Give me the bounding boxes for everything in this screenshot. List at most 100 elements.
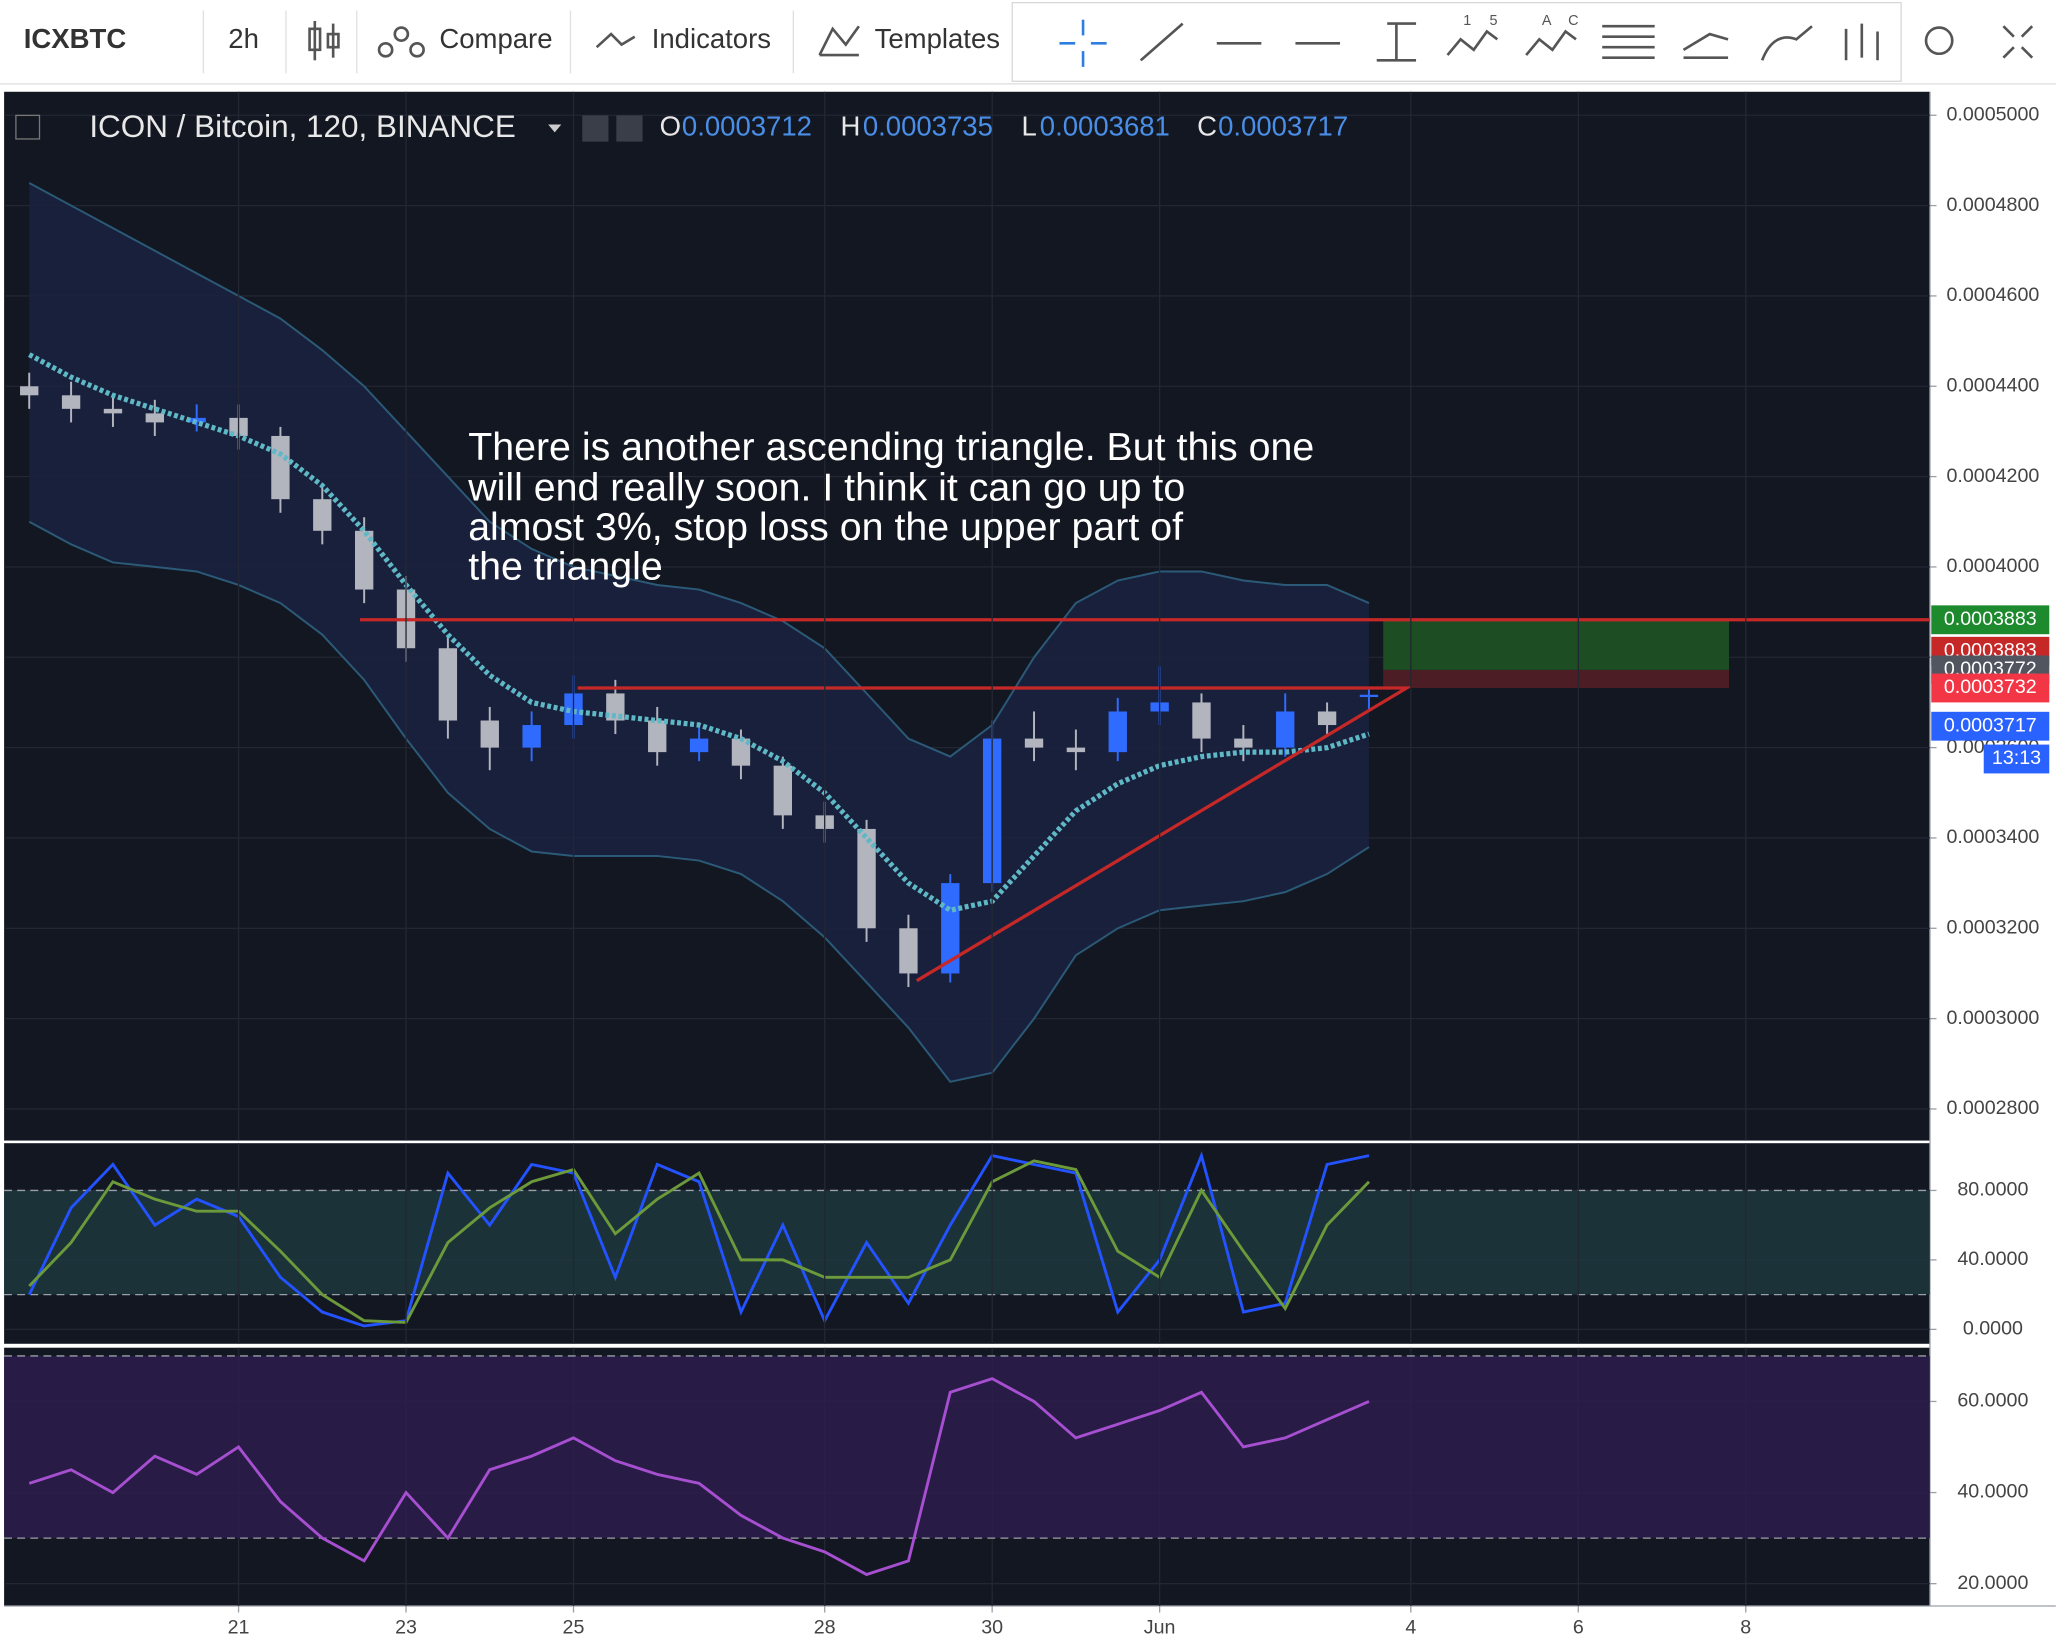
candle-body	[1317, 711, 1337, 726]
symbol[interactable]: ICXBTC	[24, 23, 127, 54]
legend-o-label: O	[660, 111, 681, 142]
annotation-line: There is another ascending triangle. But…	[468, 425, 1314, 469]
target-label-bg	[1931, 605, 2050, 635]
wave-icon-label: A	[1542, 13, 1552, 29]
fullscreen-icon[interactable]	[2002, 25, 2034, 59]
legend-settings[interactable]	[616, 115, 643, 142]
last-price: 0.0003717	[1944, 714, 2037, 736]
y-tick-label: 0.0003000	[1946, 1007, 2039, 1029]
x-tick-label: Jun	[1144, 1616, 1176, 1638]
plot: 0.0002800 0.0003000 0.0003200 0.0003400 0.00…	[4, 91, 2039, 1638]
candle-body	[1024, 738, 1044, 748]
indicator-line	[28, 1159, 1371, 1324]
candle-body	[1192, 702, 1211, 739]
target-label: 0.0003883	[1944, 608, 2037, 630]
templates-button[interactable]: Templates	[875, 23, 1000, 54]
x-tick-label: 21	[228, 1616, 250, 1638]
indicator-line	[27, 1151, 1370, 1328]
y-tick-label: 0.0004200	[1946, 465, 2039, 487]
annotation-line: the triangle	[468, 544, 663, 588]
legend-o-value: 0.0003712	[682, 111, 812, 142]
y-tick-label: 80.0000	[1957, 1179, 2028, 1201]
x-tick-label: 25	[563, 1616, 585, 1638]
trendline-icon[interactable]	[1139, 22, 1184, 62]
annotation-line: almost 3%, stop loss on the upper part o…	[468, 505, 1183, 549]
candle-body	[1276, 711, 1295, 748]
candle-body	[145, 413, 165, 423]
price-range-icon[interactable]	[1376, 22, 1417, 62]
candle-body	[354, 530, 374, 590]
fib-retracement-icon[interactable]	[1602, 24, 1655, 59]
candle-body	[899, 928, 918, 974]
channel-line	[28, 520, 1370, 1083]
y-tick-label: 0.0003200	[1946, 916, 2039, 938]
candle-body	[857, 828, 876, 929]
legend-title: ICON / Bitcoin, 120, BINANCE	[89, 109, 516, 144]
candle-body	[480, 720, 499, 748]
candle-body	[271, 435, 290, 500]
candle-body	[606, 693, 625, 721]
candle-body	[689, 738, 709, 753]
legend-c-label: C	[1197, 111, 1217, 142]
target-box	[1383, 619, 1730, 670]
pattern-icon[interactable]	[1682, 32, 1729, 59]
last-price-bg	[1931, 711, 2050, 741]
candle-body	[1234, 738, 1253, 748]
interval[interactable]: 2h	[228, 23, 259, 54]
legend-c-value: 0.0003717	[1218, 111, 1348, 142]
compare-icon[interactable]	[377, 26, 425, 58]
candle-body	[103, 408, 123, 414]
legend-l-value: 0.0003681	[1040, 111, 1170, 142]
y-tick-label: 0.0004400	[1946, 374, 2039, 396]
y-tick-label: 0.0002800	[1946, 1097, 2039, 1119]
x-tick-label: 8	[1740, 1616, 1751, 1638]
x-tick-label: 4	[1405, 1616, 1416, 1638]
legend-dropdown[interactable]	[548, 124, 562, 133]
y-tick-label: 20.0000	[1957, 1572, 2028, 1594]
fib-icon-label: 1	[1463, 13, 1471, 29]
candle-body	[438, 648, 458, 721]
crosshair-icon[interactable]	[1059, 19, 1107, 67]
compare-button[interactable]: Compare	[439, 23, 552, 54]
y-tick-label: 0.0004000	[1946, 555, 2039, 577]
templates-icon[interactable]	[818, 25, 860, 57]
legend-toggle[interactable]	[15, 114, 41, 140]
y-tick-label: 40.0000	[1957, 1481, 2028, 1503]
candle-body	[731, 738, 751, 766]
candle-body	[313, 499, 332, 531]
indicators-button[interactable]: Indicators	[652, 23, 771, 54]
y-tick-label: 40.0000	[1957, 1248, 2028, 1270]
stop-label: 0.0003732	[1944, 676, 2037, 698]
indicator-line	[28, 1377, 1370, 1577]
y-tick-label: 0.0004600	[1946, 284, 2039, 306]
legend-eye[interactable]	[582, 115, 609, 142]
countdown-bg	[1983, 744, 2050, 774]
y-tick-label: 60.0000	[1957, 1390, 2028, 1412]
fib-icon-label: 5	[1489, 13, 1497, 29]
countdown: 13:13	[1992, 747, 2041, 769]
indicators-icon[interactable]	[595, 32, 636, 49]
x-tick-label: 30	[981, 1616, 1003, 1638]
settings-icon[interactable]	[1924, 26, 1954, 56]
stop-label-bg	[1931, 673, 2050, 703]
x-tick-label: 28	[814, 1616, 836, 1638]
wave-icon-label: C	[1568, 13, 1578, 29]
candle-body	[61, 395, 81, 409]
stop-box	[1383, 669, 1730, 688]
candle-icon[interactable]	[308, 20, 340, 61]
y-tick-label: 0.0000	[1963, 1318, 2023, 1340]
legend-h-label: H	[841, 111, 861, 142]
brush-icon[interactable]	[1760, 25, 1813, 61]
wave-icon[interactable]	[1525, 29, 1577, 56]
moving-average	[28, 352, 1370, 914]
drawing-toolbar	[1011, 1, 1902, 82]
y-tick-label: 0.0003400	[1946, 826, 2039, 848]
y-tick-label: 0.0004800	[1946, 194, 2039, 216]
bars-icon[interactable]	[1844, 23, 1879, 61]
x-tick-label: 6	[1573, 1616, 1584, 1638]
fib-icon[interactable]	[1446, 29, 1499, 56]
legend-h-value: 0.0003735	[863, 111, 993, 142]
toolbar: ICXBTC 2h Compare Indicators Templates 1…	[0, 0, 2056, 85]
candle-body	[1359, 694, 1379, 698]
candle-body	[773, 765, 793, 816]
